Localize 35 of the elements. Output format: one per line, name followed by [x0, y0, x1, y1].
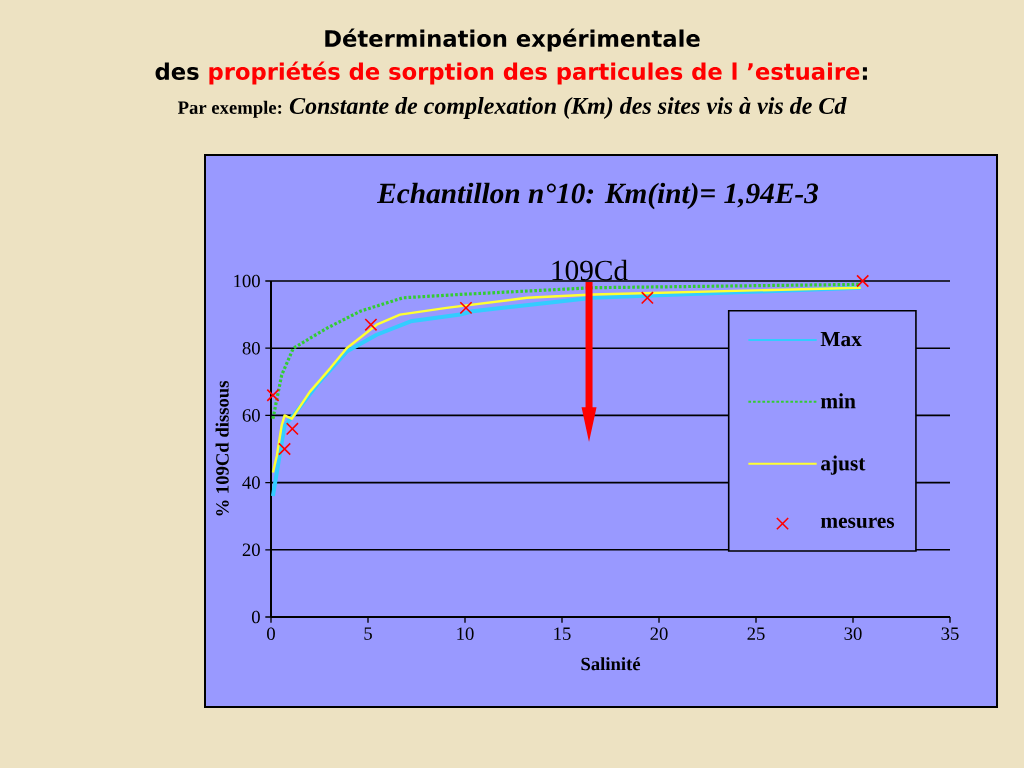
point [285, 422, 299, 436]
y-tick-label: 0 [251, 610, 260, 624]
y-tick-label: 100 [234, 274, 260, 288]
x-tick-label: 35 [941, 627, 959, 640]
x-tick-label: 0 [267, 627, 275, 640]
y-tick-label: 40 [242, 476, 260, 489]
text: Par exemple: [177, 100, 282, 118]
legend-label: ajust [821, 455, 866, 475]
point [278, 442, 292, 456]
point [364, 318, 378, 332]
point [266, 388, 280, 402]
text: Détermination expérimentale [325, 28, 700, 52]
x-tick-label: 30 [844, 627, 862, 640]
x-tick-label: 25 [747, 627, 765, 640]
y-tick-label: 80 [242, 341, 260, 355]
legend-label: Max [820, 332, 862, 347]
legend-label: mesures [820, 517, 895, 528]
text: propriétés de sorption des particules de l ’estuaire [209, 61, 860, 85]
y-tick-label: 60 [242, 409, 260, 422]
x-tick-label: 15 [554, 627, 571, 640]
point [856, 274, 870, 288]
x-axis-title: Salinité [581, 657, 641, 671]
point [459, 301, 473, 315]
x-tick-label: 10 [457, 627, 474, 640]
text: des [155, 62, 199, 81]
y-tick-label: 20 [242, 543, 260, 557]
text: Constante de complexation (Km) des sites vis à vis de Cd [289, 97, 847, 119]
y-axis-title: % 109Cd dissous [215, 380, 229, 516]
chart-title: Echantillon n°10: Km(int)= 1,94E-3 [376, 182, 819, 210]
legend-label: min [820, 393, 856, 409]
x-tick-label: 5 [364, 627, 372, 640]
point [640, 291, 654, 305]
x-tick-label: 20 [650, 627, 668, 640]
text: 109Cd [552, 259, 628, 281]
text: : [862, 67, 867, 80]
